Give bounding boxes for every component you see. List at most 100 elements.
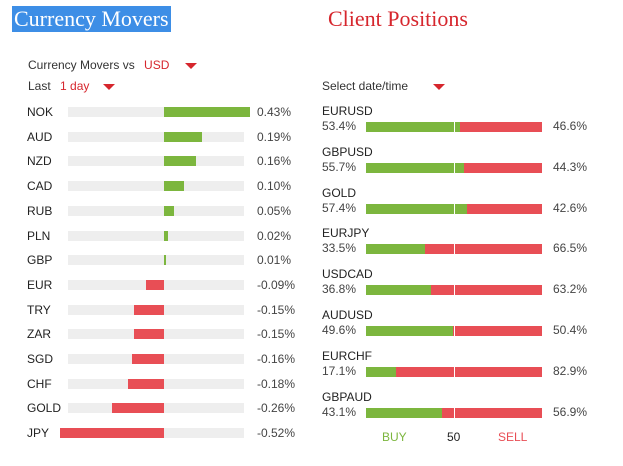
legend-buy: BUY — [382, 430, 407, 444]
position-buy-percent: 53.4% — [322, 119, 357, 133]
mover-name: RUB — [27, 203, 53, 218]
position-row: EURJPY 33.5% 66.5% — [320, 226, 620, 262]
position-sentiment-bar — [366, 407, 542, 418]
position-buy-fill — [366, 122, 460, 132]
mover-bar — [164, 107, 250, 117]
position-buy-fill — [366, 244, 425, 255]
mover-track — [68, 403, 244, 414]
mover-bar — [146, 279, 164, 290]
legend-sell: SELL — [498, 430, 528, 444]
position-sentiment-bar — [366, 285, 542, 296]
legend-mid: 50 — [447, 430, 461, 444]
mover-track — [68, 181, 244, 192]
mover-name: CHF — [27, 376, 52, 391]
mover-percent: 0.16% — [257, 154, 292, 169]
mover-percent: -0.15% — [257, 302, 296, 317]
mover-percent: 0.01% — [257, 253, 292, 268]
mover-row: GBP 0.01% — [0, 252, 320, 268]
mover-percent: -0.26% — [257, 401, 296, 416]
position-buy-percent: 36.8% — [322, 282, 357, 297]
position-row: AUDUSD 49.6% 50.4% — [320, 308, 620, 344]
mover-bar — [60, 428, 164, 439]
position-sentiment-bar — [366, 203, 542, 214]
mover-name: EUR — [27, 277, 53, 292]
mover-track — [68, 304, 244, 315]
position-sell-percent: 50.4% — [553, 323, 588, 337]
mover-name: NOK — [27, 105, 54, 119]
position-sentiment-bar — [366, 366, 542, 377]
position-buy-fill — [366, 407, 442, 418]
mover-row: AUD 0.19% — [0, 129, 320, 145]
mover-bar — [164, 181, 184, 192]
mover-row: EUR -0.09% — [0, 277, 320, 293]
position-midline — [454, 366, 455, 377]
mover-row: SGD -0.16% — [0, 351, 320, 367]
mover-bar — [128, 378, 164, 389]
date-time-label[interactable]: Select date/time — [322, 79, 409, 93]
position-buy-fill — [366, 326, 454, 336]
mover-bar — [164, 156, 196, 167]
mover-row: TRY -0.15% — [0, 302, 320, 318]
mover-name: ZAR — [27, 327, 51, 342]
mover-row: GOLD -0.26% — [0, 400, 320, 416]
position-name: USDCAD — [322, 267, 373, 282]
mover-percent: 0.10% — [257, 179, 292, 194]
mover-bar — [164, 205, 174, 216]
mover-percent: -0.18% — [257, 376, 296, 391]
mover-percent: 0.05% — [257, 203, 292, 218]
mover-row: NZD 0.16% — [0, 153, 320, 169]
position-name: EURCHF — [322, 348, 372, 363]
position-sell-percent: 42.6% — [553, 200, 588, 215]
currency-select-value[interactable]: USD — [144, 58, 170, 72]
mover-track — [60, 428, 244, 439]
position-buy-percent: 43.1% — [322, 404, 357, 419]
movers-vs-control: Currency Movers vs USD — [28, 58, 197, 72]
date-time-control[interactable]: Select date/time — [322, 79, 446, 93]
period-select-value[interactable]: 1 day — [60, 79, 90, 93]
mover-percent: -0.15% — [257, 327, 296, 342]
period-select-caret-icon[interactable] — [102, 83, 115, 90]
position-name: EURUSD — [322, 104, 373, 118]
mover-percent: -0.16% — [257, 352, 296, 366]
period-label: Last — [28, 79, 51, 93]
mover-percent: 0.02% — [257, 228, 292, 243]
mover-row: RUB 0.05% — [0, 203, 320, 219]
mover-name: GBP — [27, 253, 53, 268]
position-row: GOLD 57.4% 42.6% — [320, 186, 620, 222]
mover-name: TRY — [27, 302, 51, 317]
position-name: EURJPY — [322, 226, 370, 241]
mover-track — [68, 378, 244, 389]
position-name: GOLD — [322, 185, 357, 200]
position-midline — [454, 285, 455, 296]
mover-bar — [164, 131, 202, 142]
mover-track — [68, 107, 250, 117]
position-midline — [454, 407, 455, 418]
date-time-caret-icon[interactable] — [433, 83, 446, 90]
position-sentiment-bar — [366, 326, 542, 336]
mover-bar — [134, 329, 164, 340]
mover-name: NZD — [27, 154, 52, 169]
mover-row: ZAR -0.15% — [0, 326, 320, 342]
mover-track — [68, 205, 244, 216]
position-midline — [454, 122, 455, 132]
mover-track — [68, 131, 244, 142]
mover-track — [68, 329, 244, 340]
mover-bar — [134, 304, 164, 315]
position-buy-percent: 49.6% — [322, 323, 357, 337]
position-sell-percent: 56.9% — [553, 404, 588, 419]
mover-name: AUD — [27, 129, 53, 144]
position-sell-percent: 82.9% — [553, 363, 588, 378]
position-buy-fill — [366, 366, 397, 377]
position-sell-percent: 66.5% — [553, 241, 588, 256]
mover-percent: -0.09% — [257, 277, 296, 292]
mover-percent: 0.19% — [257, 129, 292, 144]
position-midline — [454, 203, 455, 214]
mover-track — [68, 255, 244, 266]
currency-select-caret-icon[interactable] — [184, 62, 197, 69]
mover-bar — [164, 255, 166, 266]
position-buy-fill — [366, 285, 431, 296]
position-midline — [454, 244, 455, 255]
mover-row: CAD 0.10% — [0, 178, 320, 194]
mover-name: PLN — [27, 228, 51, 243]
mover-row: PLN 0.02% — [0, 228, 320, 244]
